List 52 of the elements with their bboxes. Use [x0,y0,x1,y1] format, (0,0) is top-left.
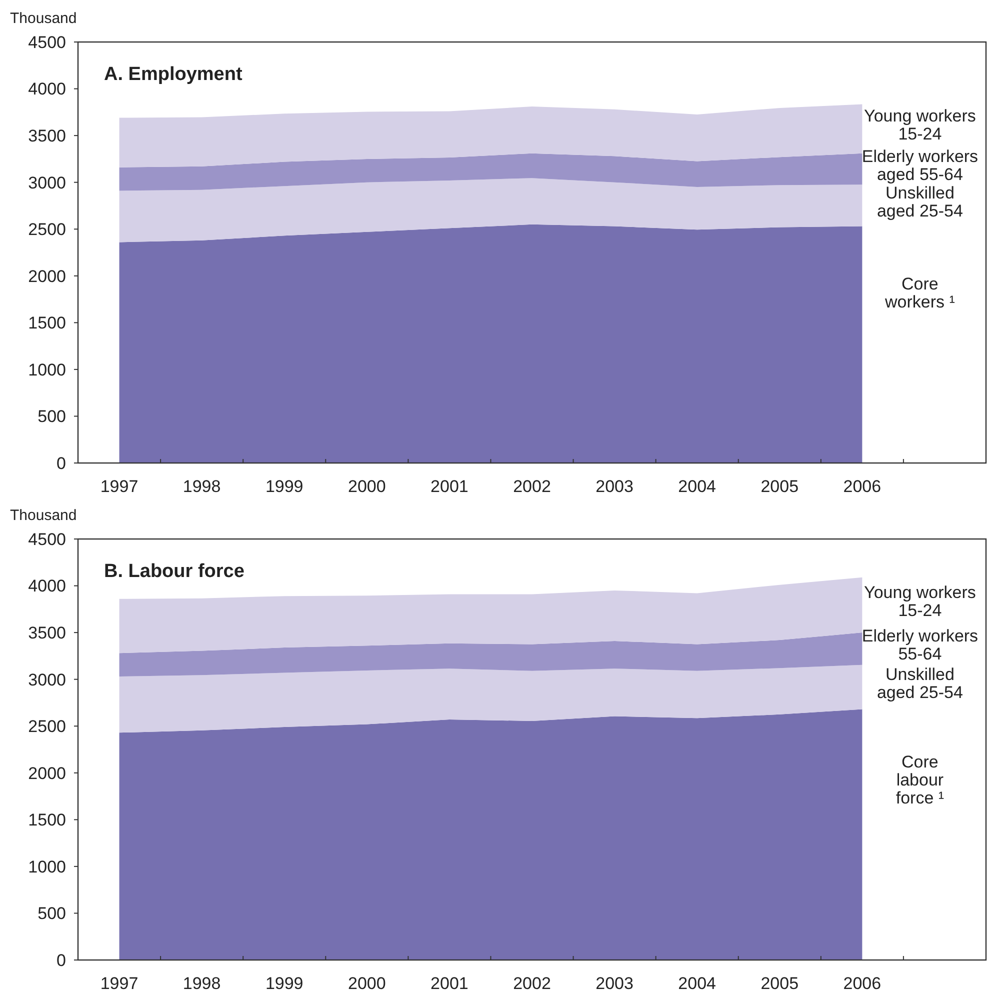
text: B. Labour force [104,561,244,582]
y-tick-label: 2500 [28,220,66,240]
x-tick-label: 2005 [760,974,799,993]
series-label: Young workers 15-24 [864,106,976,144]
text: A. Employment [104,64,243,85]
y-axis-title: Thousand [10,507,77,524]
y-tick-label: 1500 [28,314,66,333]
series-label: Elderly workers 55-64 [862,626,978,664]
x-tick-label: 2005 [760,477,799,496]
y-tick-label: 500 [38,904,66,924]
y-tick-label: 2000 [28,266,66,286]
y-tick-label: 3000 [28,173,66,192]
series-label: Elderly workers aged 55-64 [862,146,978,184]
y-tick-label: 4000 [28,576,66,596]
series-label: Unskilled aged 25-54 [876,665,963,702]
x-tick-label: 1997 [100,477,138,496]
y-axis-title: Thousand [10,10,77,27]
y-tick-label: 3000 [28,670,66,690]
x-tick-label: 2006 [843,974,882,993]
x-tick-label: 2001 [430,477,468,496]
y-tick-label: 4500 [28,530,66,549]
x-tick-label: 1999 [265,477,304,496]
y-tick-label: 0 [56,454,66,473]
y-tick-label: 3500 [28,624,66,643]
series-label: Core workers ¹ [884,274,956,312]
y-tick-label: 1500 [28,810,66,830]
series-label: Core labour force ¹ [896,752,944,808]
y-tick-label: 2500 [28,717,66,736]
x-tick-label: 2002 [513,974,551,993]
y-tick-label: 1000 [28,360,66,380]
series-label: Young workers 15-24 [864,582,976,620]
x-tick-label: 1999 [265,974,304,993]
x-tick-label: 2000 [348,974,386,993]
x-tick-label: 2006 [843,477,882,496]
y-tick-label: 1000 [28,857,66,876]
x-tick-label: 1998 [182,974,221,993]
x-tick-label: 2004 [678,974,716,993]
x-tick-label: 2002 [513,477,551,496]
y-tick-label: 4000 [28,80,66,99]
y-tick-label: 4500 [28,32,66,52]
x-tick-label: 2001 [430,974,468,993]
y-tick-label: 2000 [28,764,66,783]
y-tick-label: 500 [38,407,66,426]
x-tick-label: 2003 [596,477,634,496]
series-label: Unskilled aged 25-54 [876,183,963,220]
x-tick-label: 2004 [678,477,716,496]
y-tick-label: 3500 [28,126,66,146]
x-tick-label: 2000 [348,477,386,496]
x-tick-label: 2003 [596,974,634,993]
x-tick-label: 1997 [100,974,138,993]
y-tick-label: 0 [56,950,66,970]
x-tick-label: 1998 [182,477,221,496]
